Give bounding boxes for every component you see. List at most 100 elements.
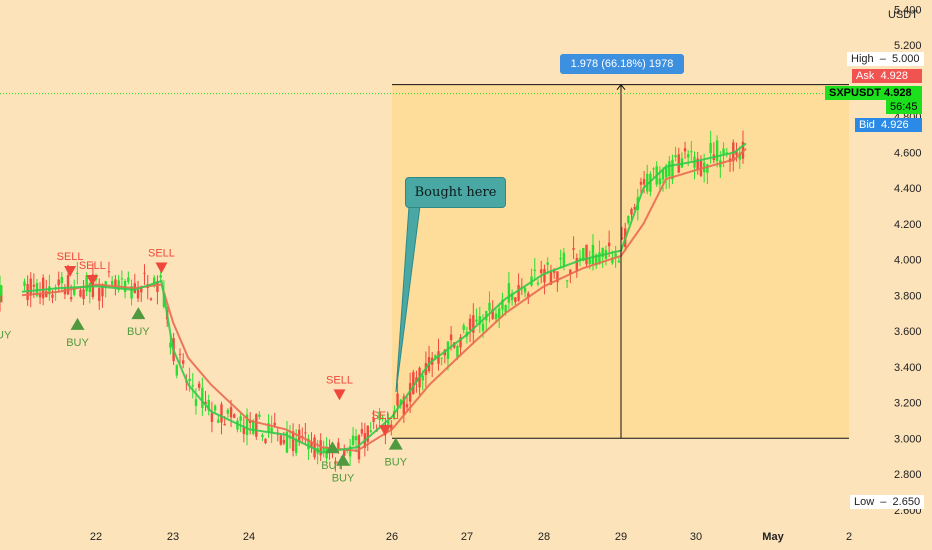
series-line-0 bbox=[21, 147, 747, 452]
candle-body bbox=[390, 424, 393, 431]
candle-body bbox=[523, 287, 527, 293]
candle-body bbox=[671, 159, 674, 180]
buy-label: BUY bbox=[127, 326, 150, 338]
high-value: 5.000 bbox=[891, 53, 920, 65]
candle-body bbox=[223, 423, 226, 426]
candle-body bbox=[197, 383, 201, 388]
candle-body bbox=[153, 277, 156, 286]
candle-body bbox=[572, 248, 575, 250]
low-dash: – bbox=[877, 496, 890, 508]
sell-marker bbox=[155, 262, 168, 274]
candle-body bbox=[69, 297, 73, 300]
candle-body bbox=[652, 168, 655, 170]
candle-body bbox=[348, 446, 352, 457]
candle-body bbox=[273, 422, 276, 426]
y-tick-label: 3.000 bbox=[894, 433, 922, 445]
candle-body bbox=[351, 435, 355, 445]
y-tick-label: 5.400 bbox=[894, 4, 922, 16]
candle-body bbox=[627, 215, 630, 224]
measure-label: 1.978 (66.18%) 1978 bbox=[560, 54, 684, 74]
candle-body bbox=[565, 280, 569, 282]
bid-label: Bid bbox=[859, 119, 875, 131]
candle-body bbox=[639, 181, 643, 185]
candle-body bbox=[143, 272, 146, 274]
candle-body bbox=[245, 414, 249, 436]
buy-label: BUY bbox=[66, 337, 89, 349]
x-tick-label: 2 bbox=[846, 531, 852, 543]
candle-body bbox=[696, 158, 699, 170]
candle-body bbox=[601, 247, 604, 257]
candle-body bbox=[738, 152, 741, 160]
buy-label: BUY bbox=[332, 473, 355, 485]
candle-body bbox=[494, 313, 498, 320]
candle-body bbox=[261, 434, 264, 438]
candle-body bbox=[48, 286, 51, 295]
candle-body bbox=[661, 170, 665, 180]
candle-body bbox=[354, 436, 358, 441]
candle-body bbox=[664, 167, 668, 178]
candle-body bbox=[204, 401, 207, 405]
candle-body bbox=[242, 426, 246, 435]
candle-body bbox=[481, 323, 485, 331]
buy-marker bbox=[325, 441, 340, 454]
sell-label: SELL bbox=[57, 251, 84, 263]
measure-arrow bbox=[616, 83, 626, 90]
sell-marker bbox=[379, 425, 391, 437]
y-tick-label: 3.400 bbox=[894, 362, 922, 374]
x-tick-label: 26 bbox=[386, 531, 398, 543]
candle-body bbox=[478, 316, 481, 325]
candle-body bbox=[533, 269, 536, 271]
candle-body bbox=[120, 278, 124, 280]
countdown-tag: 56:45 bbox=[886, 100, 922, 114]
buy-marker bbox=[336, 453, 350, 466]
candle-body bbox=[178, 353, 182, 355]
candle-body bbox=[207, 400, 210, 411]
x-tick-label: 28 bbox=[538, 531, 550, 543]
x-tick-label: May bbox=[762, 531, 784, 543]
high-tag: High – 5.000 bbox=[847, 52, 924, 66]
x-tick-label: 30 bbox=[690, 531, 702, 543]
candle-body bbox=[0, 285, 3, 296]
candle-body bbox=[674, 155, 677, 158]
buy-marker bbox=[70, 317, 85, 330]
sell-marker bbox=[333, 389, 346, 401]
candle-body bbox=[475, 319, 478, 322]
candle-body bbox=[23, 281, 26, 287]
ask-tag: Ask 4.928 bbox=[852, 69, 922, 83]
candle-body bbox=[226, 409, 230, 414]
last-price-tag: SXPUSDT 4.928 bbox=[825, 86, 922, 100]
bid-tag: Bid 4.926 bbox=[855, 118, 922, 132]
candle-body bbox=[369, 430, 372, 433]
candle-body bbox=[267, 423, 270, 432]
candle-body bbox=[412, 372, 415, 395]
candle-body bbox=[582, 248, 585, 261]
candle-body bbox=[402, 396, 406, 415]
candle-body bbox=[690, 151, 693, 153]
candle-body bbox=[559, 258, 562, 260]
candle-body bbox=[130, 286, 133, 299]
candle-body bbox=[76, 272, 79, 274]
y-tick-label: 5.200 bbox=[894, 40, 922, 52]
candle-body bbox=[421, 375, 424, 381]
candle-body bbox=[343, 450, 346, 456]
bid-value: 4.926 bbox=[881, 119, 909, 131]
candle-body bbox=[440, 357, 443, 359]
candle-body bbox=[213, 405, 217, 411]
candle-body bbox=[191, 385, 194, 387]
candle-body bbox=[294, 438, 298, 454]
candle-body bbox=[683, 148, 687, 152]
candle-body bbox=[614, 253, 617, 258]
candle-body bbox=[229, 407, 233, 418]
candle-body bbox=[434, 355, 437, 358]
candle-body bbox=[188, 378, 191, 382]
candle-body bbox=[107, 271, 111, 273]
candle-body bbox=[57, 279, 60, 286]
candle-body bbox=[217, 419, 220, 423]
candle-body bbox=[585, 244, 588, 265]
symbol-label: SXPUSDT bbox=[829, 87, 881, 99]
candle-body bbox=[540, 269, 543, 274]
candle-body bbox=[210, 412, 214, 422]
candle-body bbox=[459, 337, 462, 348]
